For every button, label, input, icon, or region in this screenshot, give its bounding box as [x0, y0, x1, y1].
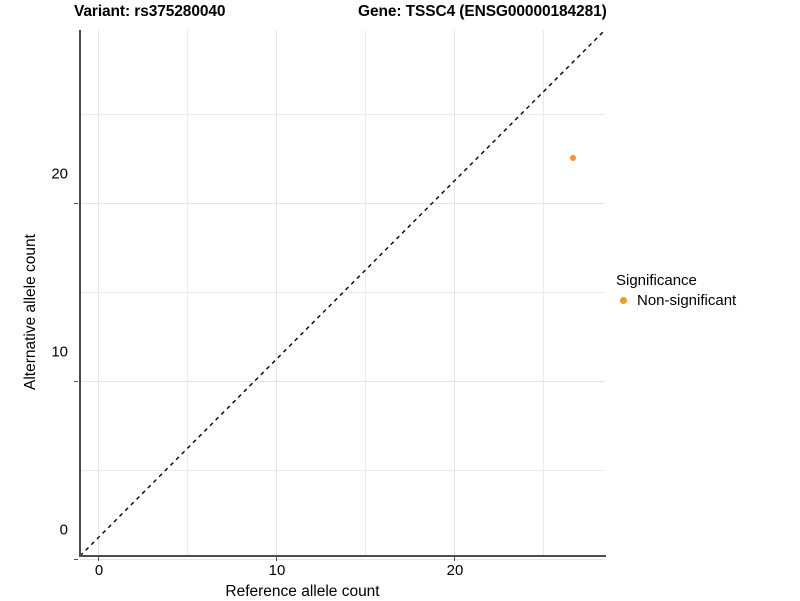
gridline-minor-y-25: [80, 114, 605, 115]
gridline-major-x-0: [98, 30, 99, 556]
y-tick-20: [74, 203, 78, 205]
x-tick-20: [454, 557, 456, 561]
x-tick-10: [276, 557, 278, 561]
gridline-major-x-20: [454, 30, 455, 556]
x-axis-title: Reference allele count: [225, 583, 380, 600]
y-tick-10: [74, 381, 78, 383]
legend-item-label: Non-significant: [637, 292, 737, 309]
x-tick-label-20: 20: [446, 562, 464, 579]
legend-item-non-significant[interactable]: Non-significant: [616, 292, 796, 309]
gridline-minor-y-5: [80, 470, 605, 471]
variant-title: Variant: rs375280040: [74, 3, 226, 20]
gridline-minor-x-15: [365, 30, 366, 556]
gene-title: Gene: TSSC4 (ENSG00000184281): [358, 3, 607, 20]
y-tick-label-10: 10: [51, 343, 68, 361]
y-tick-0: [74, 559, 78, 561]
y-axis-title: Alternative allele count: [22, 234, 39, 390]
x-tick-label-0: 0: [94, 562, 104, 579]
x-axis-line: [79, 555, 606, 557]
legend-title: Significance: [616, 272, 697, 289]
legend-key-non-significant: [616, 293, 631, 308]
legend: Significance Non-significant: [616, 272, 796, 309]
gridline-major-y-10: [80, 381, 605, 382]
identity-line: [79, 29, 606, 557]
gridline-minor-x-25: [543, 30, 544, 556]
x-tick-label-10: 10: [268, 562, 286, 579]
gridline-major-y-20: [80, 203, 605, 204]
gridline-minor-x-5: [187, 30, 188, 556]
plot-panel: [79, 29, 606, 560]
data-point-non-significant[interactable]: [570, 155, 576, 161]
x-tick-0: [98, 557, 100, 561]
y-tick-label-20: 20: [51, 165, 68, 183]
gridline-major-y-0: [80, 559, 605, 560]
y-axis-line: [79, 30, 81, 557]
chart-title-row: Variant: rs375280040 Gene: TSSC4 (ENSG00…: [0, 3, 800, 25]
legend-dot-icon: [620, 297, 627, 304]
gridline-major-x-10: [276, 30, 277, 556]
y-tick-label-0: 0: [59, 521, 68, 539]
